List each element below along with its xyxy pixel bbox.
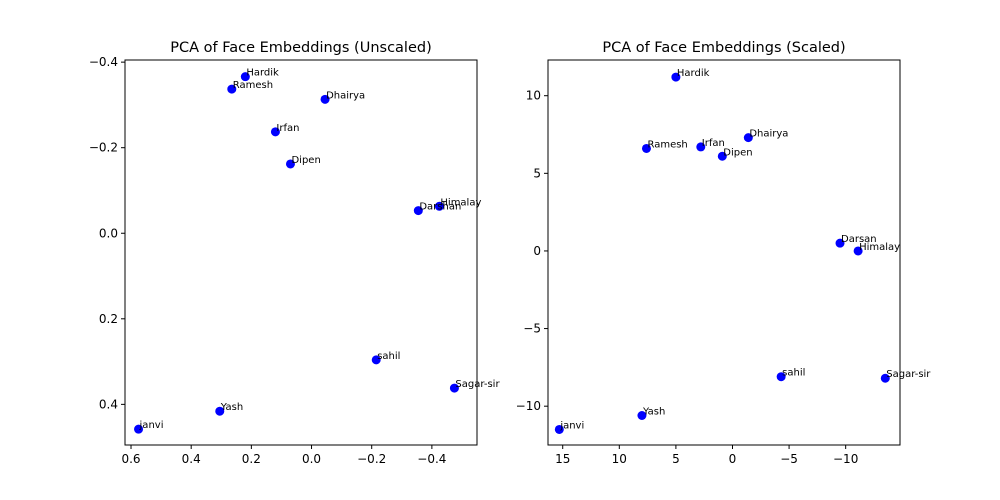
- x-tick-label: 15: [555, 452, 570, 466]
- y-tick-label: −0.4: [89, 55, 118, 69]
- scatter-point: [853, 246, 863, 256]
- point-label: Hardik: [246, 68, 279, 79]
- scaled-pca-panel: PCA of Face Embeddings (Scaled) Hardik Dh…: [516, 40, 932, 466]
- scatter-point: [641, 143, 651, 153]
- point-label: Himalay: [859, 242, 900, 253]
- y-tick-label: 0.4: [99, 397, 118, 411]
- chart-title: PCA of Face Embeddings (Scaled): [602, 40, 845, 56]
- x-tick-label: 0.0: [302, 452, 321, 466]
- point-label: Ramesh: [233, 80, 273, 91]
- scatter-points: [554, 72, 890, 434]
- scatter-point: [320, 94, 330, 104]
- y-tick-label: −5: [523, 322, 541, 336]
- scatter-point: [880, 373, 890, 383]
- point-label: Hardik: [677, 68, 710, 79]
- point-label: sahil: [377, 351, 400, 362]
- axes-frame: [547, 59, 901, 446]
- y-tick-label: 5: [533, 166, 541, 180]
- scatter-point: [449, 383, 459, 393]
- x-tick-label: −10: [833, 452, 858, 466]
- scatter-point: [696, 142, 706, 152]
- scatter-point: [776, 372, 786, 382]
- point-label: Dipen: [291, 155, 320, 166]
- axes-frame: [124, 59, 478, 446]
- y-tick-label: −0.2: [89, 141, 118, 155]
- point-label: sahil: [782, 368, 805, 379]
- point-label: Irfan: [276, 123, 299, 134]
- scatter-point: [835, 238, 845, 248]
- y-tick-label: 10: [526, 89, 541, 103]
- point-label: janvi: [139, 420, 164, 431]
- axis-ticks: 0.6 0.4 0.2 0.0 −0.2 −0.4 −0.4 −0.2 0.0 0.2 0.4: [89, 55, 447, 466]
- chart-title: PCA of Face Embeddings (Unscaled): [170, 40, 431, 56]
- x-tick-label: −0.4: [417, 452, 446, 466]
- scatter-point: [717, 151, 727, 161]
- scatter-point: [285, 159, 295, 169]
- point-label: Irfan: [702, 138, 725, 149]
- scatter-point: [270, 127, 280, 137]
- point-label: Darsan: [841, 234, 877, 245]
- unscaled-pca-panel: PCA of Face Embeddings (Unscaled) Hardik…: [89, 40, 501, 466]
- scatter-point: [371, 355, 381, 365]
- x-tick-label: 0.6: [121, 452, 140, 466]
- point-label: Dhairya: [749, 129, 788, 140]
- scatter-point: [134, 424, 144, 434]
- scatter-point: [240, 72, 250, 82]
- scatter-points: [134, 72, 459, 434]
- scatter-point: [671, 72, 681, 82]
- point-label: janvi: [559, 420, 584, 431]
- axis-ticks: 15 10 5 0 −5 −10 −10 −5 0 5 10: [516, 89, 859, 466]
- scatter-point: [413, 206, 423, 216]
- y-tick-label: 0: [533, 244, 541, 258]
- x-tick-label: 0.2: [242, 452, 261, 466]
- point-label: Yash: [642, 407, 665, 418]
- x-tick-label: −0.2: [357, 452, 386, 466]
- point-label: Sagar-sir: [886, 369, 931, 380]
- y-tick-label: 0.2: [99, 312, 118, 326]
- point-label: Himalay: [440, 197, 481, 208]
- y-tick-label: −10: [516, 399, 541, 413]
- x-tick-label: 0: [729, 452, 737, 466]
- point-label: Darshan: [419, 202, 461, 213]
- scatter-point: [215, 406, 225, 416]
- scatter-point: [637, 411, 647, 421]
- x-tick-label: 10: [612, 452, 627, 466]
- point-label: Yash: [220, 402, 243, 413]
- scatter-point: [227, 84, 237, 94]
- x-tick-label: 5: [672, 452, 680, 466]
- y-tick-label: 0.0: [99, 226, 118, 240]
- scatter-point: [743, 133, 753, 143]
- x-tick-label: −5: [780, 452, 798, 466]
- scatter-point: [554, 424, 564, 434]
- point-label: Dipen: [723, 147, 752, 158]
- point-label: Dhairya: [326, 90, 365, 101]
- point-label: Sagar-sir: [455, 379, 500, 390]
- scatter-point: [434, 201, 444, 211]
- x-tick-label: 0.4: [182, 452, 201, 466]
- point-label: Ramesh: [647, 139, 687, 150]
